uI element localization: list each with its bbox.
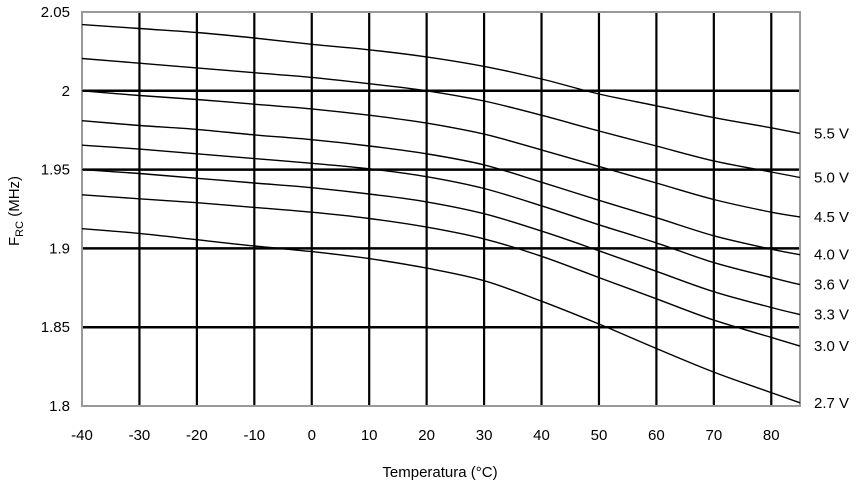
x-tick-label: 50 <box>591 427 608 444</box>
y-tick-label: 1.9 <box>49 240 70 257</box>
series-line-1 <box>81 57 801 179</box>
x-tick-label: 0 <box>308 427 316 444</box>
y-axis-title: FRC (MHz) <box>6 176 26 246</box>
y-tick-label: 1.8 <box>49 398 70 415</box>
series-line-4 <box>81 144 801 286</box>
x-tick-label: 30 <box>476 427 493 444</box>
series-lines <box>81 23 801 404</box>
x-tick-label: 60 <box>648 427 665 444</box>
grid <box>82 12 800 406</box>
x-tick-label: 10 <box>361 427 378 444</box>
series-label-7: 2.7 V <box>814 395 849 412</box>
x-tick-label: 70 <box>705 427 722 444</box>
y-tick-label: 1.95 <box>41 162 70 179</box>
plot-frame <box>81 11 801 407</box>
series-line-3 <box>81 120 801 256</box>
series-line-5 <box>81 168 801 316</box>
x-tick-label: -40 <box>71 427 93 444</box>
x-tick-label: 20 <box>418 427 435 444</box>
series-line-2 <box>81 90 801 218</box>
series-labels: 5.5 V 5.0 V 4.5 V 4.0 V 3.6 V 3.3 V 3.0 V 2.7 V <box>814 125 849 411</box>
y-axis-title-subscript: RC <box>14 221 26 237</box>
series-line-0 <box>81 23 801 135</box>
series-label-2: 4.5 V <box>814 209 849 226</box>
series-line-6 <box>81 194 801 347</box>
series-label-1: 5.0 V <box>814 169 849 186</box>
y-tick-label: 2.05 <box>41 4 70 21</box>
x-tick-label: 40 <box>533 427 550 444</box>
series-label-6: 3.0 V <box>814 338 849 355</box>
y-axis-title-unit: (MHz) <box>6 176 23 221</box>
x-axis-title: Temperatura (°C) <box>382 464 497 481</box>
series-line-7 <box>81 228 801 404</box>
y-tick-label: 2 <box>62 83 70 100</box>
x-tick-label: 80 <box>763 427 780 444</box>
y-axis-title-main: F <box>6 237 23 246</box>
x-tick-label: -30 <box>129 427 151 444</box>
x-tick-label: -10 <box>243 427 265 444</box>
y-tick-label: 1.85 <box>41 319 70 336</box>
series-label-5: 3.3 V <box>814 307 849 324</box>
series-label-4: 3.6 V <box>814 277 849 294</box>
tick-labels: -40 -30 -20 -10 0 10 20 30 40 50 60 70 80 1.8 1.85 1.9 1… <box>41 4 780 444</box>
series-label-3: 4.0 V <box>814 247 849 264</box>
x-tick-label: -20 <box>186 427 208 444</box>
series-label-0: 5.5 V <box>814 125 849 142</box>
